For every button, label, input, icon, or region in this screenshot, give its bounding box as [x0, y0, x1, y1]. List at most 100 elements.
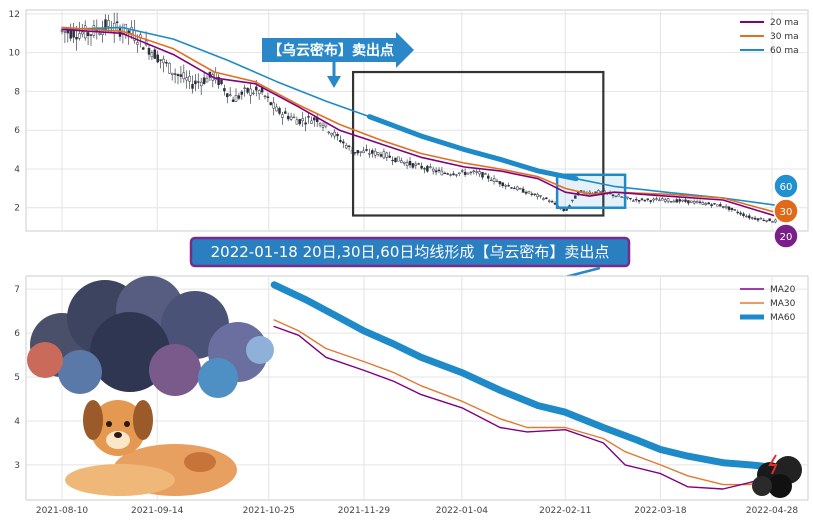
candle-body-99: [347, 145, 351, 147]
candle-body-60: [234, 95, 238, 102]
end-badges: 60 30 20: [773, 173, 799, 249]
candle-body-16: [107, 20, 110, 27]
candle-body-15: [104, 19, 107, 30]
candle-body-102: [356, 150, 360, 154]
candle-body-61: [237, 95, 241, 99]
candle-body-32: [153, 49, 157, 59]
dog-illustration: [65, 400, 237, 496]
candle-body-157: [516, 186, 519, 191]
candle-body-151: [498, 181, 502, 185]
candle-body-135: [452, 173, 455, 176]
candle-body-199: [637, 199, 641, 202]
headline-banner: 2022-01-18 20日,30日,60日均线形成【乌云密布】卖出点: [189, 236, 631, 288]
candle-body-191: [614, 195, 618, 198]
candle-body-101: [353, 152, 357, 154]
candle-body-166: [542, 198, 545, 200]
bottom-x-tick-label: 2022-03-18: [634, 506, 687, 516]
candle-body-221: [701, 202, 705, 205]
candle-body-111: [382, 151, 386, 159]
callout-pointer-head: [327, 76, 341, 88]
bottom-ma-lines: [270, 281, 776, 490]
candle-body-121: [411, 163, 415, 168]
candle-body-104: [362, 150, 365, 153]
candle-body-37: [168, 62, 171, 74]
candle-body-234: [739, 212, 742, 215]
candle-body-58: [228, 94, 232, 97]
callout-arrow-shape: [262, 32, 414, 68]
candle-body-206: [658, 199, 661, 202]
candle-body-2: [66, 30, 70, 34]
candle-body-26: [136, 42, 139, 45]
candle-body-115: [394, 157, 397, 163]
candle-body-64: [246, 87, 249, 93]
candle-body-65: [249, 88, 252, 96]
candle-body-225: [713, 203, 716, 205]
candle-body-23: [127, 30, 130, 34]
candle-body-9: [86, 32, 90, 36]
end-badge-label: 20: [780, 232, 793, 243]
candle-body-149: [492, 178, 496, 182]
candle-body-69: [260, 88, 264, 93]
candle-body-158: [518, 188, 522, 190]
candle-body-140: [466, 172, 470, 175]
top-y-tick-label: 4: [14, 165, 20, 175]
candle-body-44: [188, 75, 191, 82]
candle-body-107: [371, 150, 374, 154]
candle-body-141: [469, 171, 473, 174]
candle-body-159: [521, 188, 525, 193]
candle-body-86: [310, 120, 313, 124]
top-y-tick-labels: 2 4 6 8 10 12: [9, 10, 21, 214]
candle-body-33: [156, 54, 159, 63]
candle-body-182: [588, 191, 592, 194]
candle-body-28: [141, 47, 145, 50]
end-badge-label: 60: [780, 182, 793, 193]
candle-body-62: [240, 91, 244, 95]
candle-body-93: [330, 132, 333, 136]
candle-body-210: [669, 200, 673, 203]
candle-body-110: [379, 154, 383, 157]
candle-body-70: [263, 95, 267, 98]
candle-body-87: [313, 117, 316, 121]
candle-body-83: [301, 118, 304, 121]
headline-text: 2022-01-18 20日,30日,60日均线形成【乌云密布】卖出点: [211, 243, 610, 261]
end-badge-60: [773, 173, 799, 199]
candle-body-45: [191, 84, 194, 89]
candle-body-235: [742, 213, 745, 217]
candle-body-162: [530, 193, 534, 195]
candle-body-98: [344, 144, 348, 149]
candle-body-112: [385, 152, 389, 158]
candle-body-3: [69, 29, 72, 39]
candle-body-239: [753, 217, 757, 220]
candle-body-114: [391, 159, 394, 162]
candle-body-208: [663, 199, 667, 202]
candle-body-223: [707, 202, 710, 205]
candle-body-242: [762, 219, 766, 222]
candle-body-243: [765, 220, 768, 222]
candle-body-153: [504, 185, 507, 187]
candle-body-211: [672, 200, 676, 203]
candle-body-39: [173, 73, 177, 75]
top-legend: 20 ma 30 ma 60 ma: [740, 18, 799, 56]
candle-body-66: [252, 92, 255, 95]
candle-body-10: [89, 34, 93, 36]
bottom-y-tick-label: 3: [14, 461, 20, 471]
candle-body-118: [402, 161, 406, 164]
candle-body-68: [257, 90, 261, 95]
end-badge-30: [773, 198, 799, 224]
candle-body-72: [269, 102, 273, 105]
candle-body-123: [417, 163, 420, 165]
bottom-legend-label: MA30: [770, 299, 796, 309]
candle-body-105: [365, 149, 368, 151]
candle-body-30: [147, 48, 151, 55]
candle-body-179: [579, 190, 583, 192]
end-badge-label: 30: [780, 207, 793, 218]
candle-body-230: [727, 206, 731, 210]
candle-body-214: [681, 199, 684, 202]
candle-body-148: [489, 179, 493, 182]
candle-body-122: [414, 163, 418, 166]
headline-box: [189, 236, 631, 268]
candle-body-56: [223, 88, 226, 92]
candle-body-163: [533, 193, 536, 195]
candle-body-138: [460, 170, 464, 172]
